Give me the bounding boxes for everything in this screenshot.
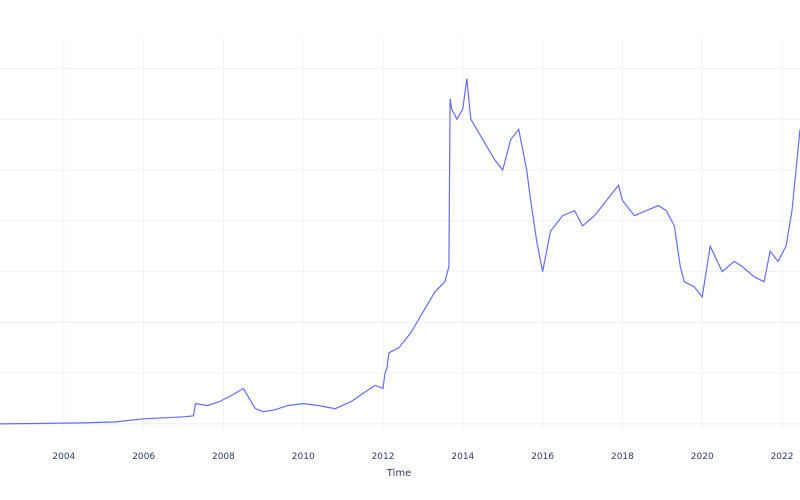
x-tick-label: 2018 xyxy=(611,452,634,462)
x-tick-label: 2016 xyxy=(531,452,554,462)
x-tick-label: 2004 xyxy=(52,452,75,462)
x-tick-labels: 2004 2006 2008 2010 2012 2014 2016 2018 2020 2022 xyxy=(52,452,793,462)
x-tick-label: 2012 xyxy=(372,452,395,462)
x-axis-title: Time xyxy=(386,468,411,479)
x-tick-label: 2020 xyxy=(691,452,714,462)
x-tick-label: 2006 xyxy=(132,452,155,462)
series-line xyxy=(0,78,800,425)
x-tick-label: 2008 xyxy=(212,452,235,462)
x-tick-label: 2022 xyxy=(771,452,794,462)
plot-background xyxy=(0,38,800,430)
grid-lines xyxy=(0,38,800,430)
x-tick-label: 2014 xyxy=(451,452,474,462)
x-tick-label: 2010 xyxy=(292,452,315,462)
